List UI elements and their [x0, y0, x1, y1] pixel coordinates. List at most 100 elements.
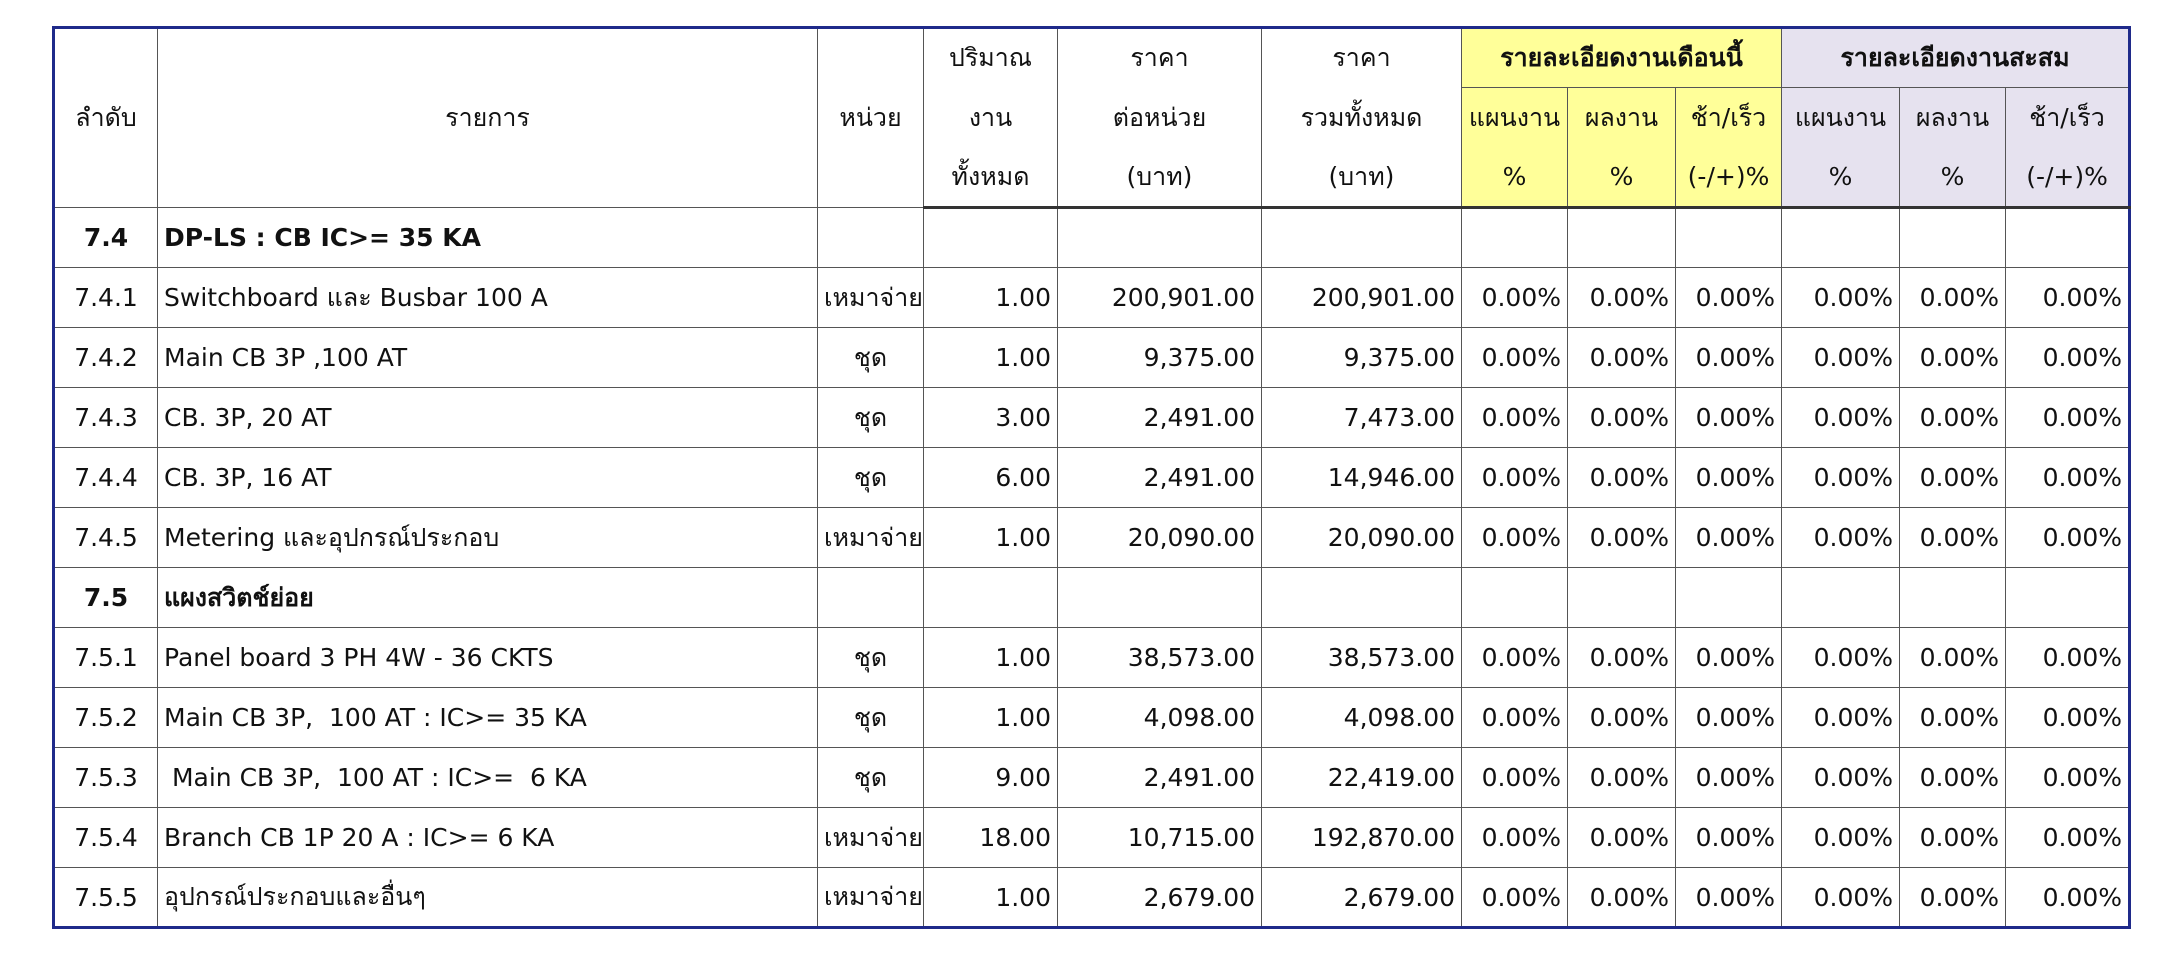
cell-cum-diff: 0.00%: [2005, 267, 2131, 328]
cell-item: Panel board 3 PH 4W - 36 CKTS: [157, 627, 818, 688]
cell-month-plan: 0.00%: [1461, 807, 1568, 868]
header-month-diff: ช้า/เร็ว: [1674, 87, 1783, 148]
cell-cum-diff: 0.00%: [2005, 867, 2131, 928]
cell-cum-diff: 0.00%: [2005, 807, 2131, 868]
cell-cum-plan: 0.00%: [1781, 687, 1901, 748]
cell-month-result: 0.00%: [1567, 507, 1676, 568]
cell-month-result: [1567, 207, 1676, 268]
cell-month-diff: 0.00%: [1674, 747, 1783, 808]
cell-unit: ชุด: [817, 747, 924, 808]
header-total-price-2: รวมทั้งหมด: [1261, 87, 1462, 148]
cell-month-diff: 0.00%: [1674, 807, 1783, 868]
cell-unit-price: 2,491.00: [1057, 747, 1262, 808]
cell-unit: ชุด: [817, 327, 924, 388]
header-qty-2: งาน: [923, 87, 1058, 148]
cell-month-plan: 0.00%: [1461, 627, 1568, 688]
cell-unit: ชุด: [817, 627, 924, 688]
cell-quantity: 6.00: [923, 447, 1058, 508]
cell-cum-result: 0.00%: [1899, 807, 2007, 868]
cell-cum-result: 0.00%: [1899, 867, 2007, 928]
cell-month-plan: 0.00%: [1461, 447, 1568, 508]
header-cum-plan: แผนงาน: [1781, 87, 1901, 148]
cell-unit-price: 2,679.00: [1057, 867, 1262, 928]
header-unit-price-3: (บาท): [1057, 147, 1262, 209]
cell-cum-diff: [2005, 207, 2131, 268]
cell-unit: เหมาจ่าย: [817, 507, 924, 568]
cell-item: Main CB 3P ,100 AT: [157, 327, 818, 388]
cell-quantity: [923, 567, 1058, 628]
header-month-result: ผลงาน: [1567, 87, 1676, 148]
cell-cum-plan: 0.00%: [1781, 807, 1901, 868]
cell-cum-result: 0.00%: [1899, 747, 2007, 808]
header-item: รายการ: [157, 27, 818, 208]
header-cum-result: ผลงาน: [1899, 87, 2007, 148]
cell-no: 7.4: [53, 207, 158, 268]
cell-quantity: 1.00: [923, 507, 1058, 568]
boq-progress-table: ลำดับ รายการ หน่วย ปริมาณ ราคา ราคา รายล…: [52, 26, 2132, 929]
cell-month-result: 0.00%: [1567, 267, 1676, 328]
table-row: 7.4.4 CB. 3P, 16 AT ชุด 6.00 2,491.00 14,946.…: [53, 447, 2131, 508]
cell-total-price: 14,946.00: [1261, 447, 1462, 508]
cell-cum-plan: 0.00%: [1781, 327, 1901, 388]
cell-unit-price: 10,715.00: [1057, 807, 1262, 868]
cell-item: Switchboard และ Busbar 100 A: [157, 267, 818, 328]
cell-no: 7.5.3: [53, 747, 158, 808]
cell-cum-result: 0.00%: [1899, 267, 2007, 328]
table-row: 7.5.2 Main CB 3P, 100 AT : IC>= 35 KA ชุด 1…: [53, 687, 2131, 748]
cell-quantity: 9.00: [923, 747, 1058, 808]
header-month-plan: แผนงาน: [1461, 87, 1568, 148]
table-row: 7.4.2 Main CB 3P ,100 AT ชุด 1.00 9,375.00 9,…: [53, 327, 2131, 388]
cell-cum-plan: 0.00%: [1781, 267, 1901, 328]
header-total-price-1: ราคา: [1261, 27, 1462, 88]
cell-cum-diff: 0.00%: [2005, 447, 2131, 508]
cell-unit-price: [1057, 207, 1262, 268]
cell-cum-result: 0.00%: [1899, 507, 2007, 568]
cell-quantity: [923, 207, 1058, 268]
header-unit: หน่วย: [817, 27, 924, 208]
cell-total-price: 38,573.00: [1261, 627, 1462, 688]
header-total-price-3: (บาท): [1261, 147, 1462, 209]
cell-month-diff: 0.00%: [1674, 627, 1783, 688]
cell-item: DP-LS : CB IC>= 35 KA: [157, 207, 818, 268]
cell-quantity: 18.00: [923, 807, 1058, 868]
header-group-month: รายละเอียดงานเดือนนี้: [1460, 27, 1783, 88]
cell-item: Main CB 3P, 100 AT : IC>= 35 KA: [157, 687, 818, 748]
cell-total-price: [1261, 567, 1462, 628]
cell-unit: ชุด: [817, 447, 924, 508]
cell-item: แผงสวิตช์ย่อย: [157, 567, 818, 628]
cell-month-result: 0.00%: [1567, 747, 1676, 808]
cell-month-result: 0.00%: [1567, 867, 1676, 928]
cell-total-price: 20,090.00: [1261, 507, 1462, 568]
cell-month-diff: 0.00%: [1674, 507, 1783, 568]
cell-cum-result: 0.00%: [1899, 387, 2007, 448]
cell-unit-price: 2,491.00: [1057, 447, 1262, 508]
cell-unit: เหมาจ่าย: [817, 267, 924, 328]
section-row: 7.4 DP-LS : CB IC>= 35 KA: [53, 207, 2131, 268]
header-cum-result-pct: %: [1899, 147, 2007, 209]
cell-cum-diff: 0.00%: [2005, 627, 2131, 688]
cell-quantity: 1.00: [923, 867, 1058, 928]
header-month-result-pct: %: [1567, 147, 1676, 209]
cell-cum-result: [1899, 567, 2007, 628]
table-row: 7.5.5 อุปกรณ์ประกอบและอื่นๆ เหมาจ่าย 1.00 2,…: [53, 867, 2131, 928]
cell-quantity: 1.00: [923, 267, 1058, 328]
cell-unit: ชุด: [817, 687, 924, 748]
table-row: 7.5.4 Branch CB 1P 20 A : IC>= 6 KA เหมาจ่…: [53, 807, 2131, 868]
cell-month-result: 0.00%: [1567, 387, 1676, 448]
cell-unit: ชุด: [817, 387, 924, 448]
cell-no: 7.5.5: [53, 867, 158, 928]
header-no: ลำดับ: [53, 27, 158, 208]
cell-item: CB. 3P, 16 AT: [157, 447, 818, 508]
cell-cum-result: 0.00%: [1899, 687, 2007, 748]
cell-total-price: 22,419.00: [1261, 747, 1462, 808]
cell-cum-plan: 0.00%: [1781, 387, 1901, 448]
header-cum-diff: ช้า/เร็ว: [2005, 87, 2131, 148]
cell-month-plan: [1461, 567, 1568, 628]
cell-month-diff: 0.00%: [1674, 267, 1783, 328]
cell-cum-plan: [1781, 207, 1901, 268]
cell-total-price: 192,870.00: [1261, 807, 1462, 868]
table-row: 7.5.3 Main CB 3P, 100 AT : IC>= 6 KA ชุด 9…: [53, 747, 2131, 808]
cell-cum-diff: 0.00%: [2005, 687, 2131, 748]
cell-month-plan: 0.00%: [1461, 867, 1568, 928]
cell-cum-plan: 0.00%: [1781, 627, 1901, 688]
